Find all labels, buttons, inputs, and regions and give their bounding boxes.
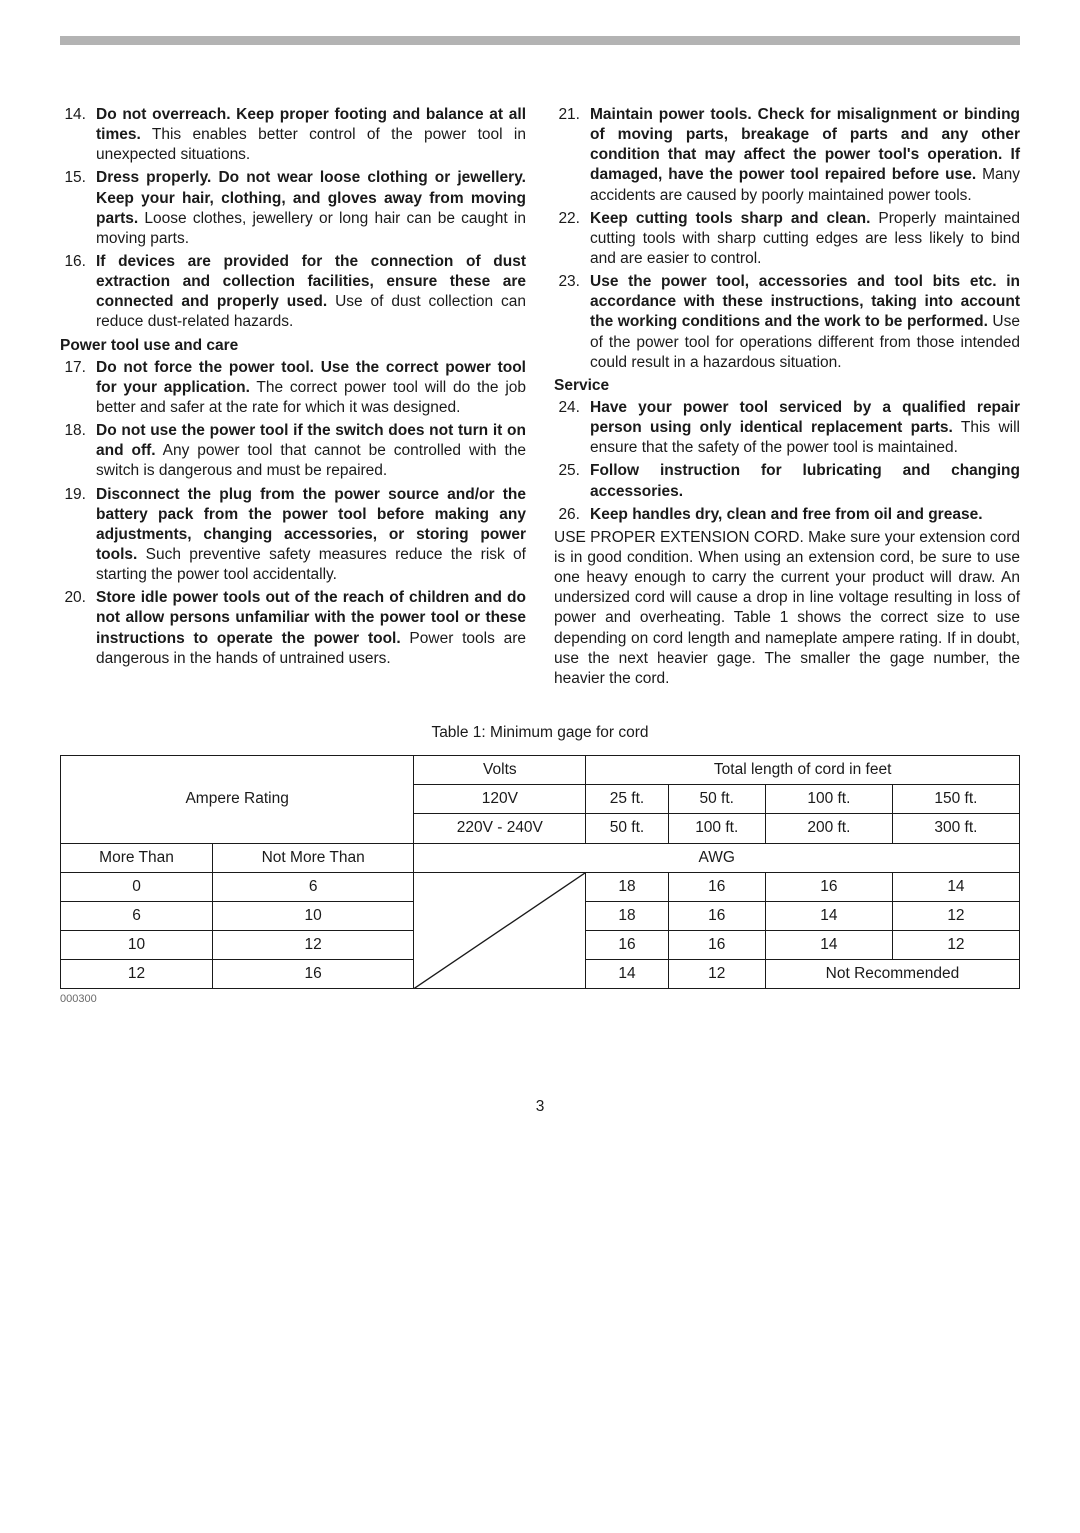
td-awg: 12 bbox=[892, 901, 1019, 930]
td-awg: 16 bbox=[586, 930, 668, 959]
td-awg: 16 bbox=[765, 872, 892, 901]
td-more: 10 bbox=[61, 930, 213, 959]
td-awg: 16 bbox=[668, 872, 765, 901]
two-column-body: 14.Do not overreach. Keep proper footing… bbox=[60, 105, 1020, 689]
extension-cord-paragraph: USE PROPER EXTENSION CORD. Make sure you… bbox=[554, 528, 1020, 689]
list-item: 26.Keep handles dry, clean and free from… bbox=[554, 505, 1020, 525]
list-item: 24.Have your power tool serviced by a qu… bbox=[554, 398, 1020, 458]
th-ampere-rating: Ampere Rating bbox=[61, 756, 414, 843]
list-item: 20.Store idle power tools out of the rea… bbox=[60, 588, 526, 669]
th-volts: Volts bbox=[414, 756, 586, 785]
diagonal-cell bbox=[414, 872, 586, 989]
item-number: 23. bbox=[554, 272, 590, 373]
list-item: 16.If devices are provided for the conne… bbox=[60, 252, 526, 333]
list-item: 17.Do not force the power tool. Use the … bbox=[60, 358, 526, 418]
td-awg: 14 bbox=[765, 930, 892, 959]
th-len: 100 ft. bbox=[765, 785, 892, 814]
item-text: Do not overreach. Keep proper footing an… bbox=[96, 105, 526, 165]
item-text: Do not use the power tool if the switch … bbox=[96, 421, 526, 481]
diagonal-line-icon bbox=[414, 873, 585, 989]
item-text: Follow instruction for lubricating and c… bbox=[590, 461, 1020, 501]
section-heading: Power tool use and care bbox=[60, 336, 526, 356]
td-more: 6 bbox=[61, 901, 213, 930]
item-number: 25. bbox=[554, 461, 590, 501]
item-text: Store idle power tools out of the reach … bbox=[96, 588, 526, 669]
td-awg: 14 bbox=[765, 901, 892, 930]
item-number: 17. bbox=[60, 358, 96, 418]
item-text: If devices are provided for the connecti… bbox=[96, 252, 526, 333]
list-item: 18.Do not use the power tool if the swit… bbox=[60, 421, 526, 481]
list-item: 25.Follow instruction for lubricating an… bbox=[554, 461, 1020, 501]
th-len: 100 ft. bbox=[668, 814, 765, 843]
item-text: Use the power tool, accessories and tool… bbox=[590, 272, 1020, 373]
item-number: 15. bbox=[60, 168, 96, 249]
th-total-length: Total length of cord in feet bbox=[586, 756, 1020, 785]
item-text: Have your power tool serviced by a quali… bbox=[590, 398, 1020, 458]
td-notmore: 16 bbox=[213, 960, 414, 989]
list-item: 15.Dress properly. Do not wear loose clo… bbox=[60, 168, 526, 249]
left-column: 14.Do not overreach. Keep proper footing… bbox=[60, 105, 526, 689]
th-len: 50 ft. bbox=[668, 785, 765, 814]
item-text: Disconnect the plug from the power sourc… bbox=[96, 485, 526, 586]
td-awg: 12 bbox=[668, 960, 765, 989]
right-column: 21.Maintain power tools. Check for misal… bbox=[554, 105, 1020, 689]
item-text: Maintain power tools. Check for misalign… bbox=[590, 105, 1020, 206]
td-notmore: 12 bbox=[213, 930, 414, 959]
table-row: 0 6 18 16 16 14 bbox=[61, 872, 1020, 901]
item-number: 22. bbox=[554, 209, 590, 269]
td-awg: 12 bbox=[892, 930, 1019, 959]
th-not-more-than: Not More Than bbox=[213, 843, 414, 872]
list-item: 14.Do not overreach. Keep proper footing… bbox=[60, 105, 526, 165]
td-awg: 16 bbox=[668, 930, 765, 959]
td-notmore: 6 bbox=[213, 872, 414, 901]
item-text: Keep cutting tools sharp and clean. Prop… bbox=[590, 209, 1020, 269]
th-len: 25 ft. bbox=[586, 785, 668, 814]
item-number: 26. bbox=[554, 505, 590, 525]
th-120v: 120V bbox=[414, 785, 586, 814]
top-bar bbox=[60, 36, 1020, 45]
td-more: 12 bbox=[61, 960, 213, 989]
list-item: 21.Maintain power tools. Check for misal… bbox=[554, 105, 1020, 206]
cord-gage-table: Ampere Rating Volts Total length of cord… bbox=[60, 755, 1020, 989]
th-len: 150 ft. bbox=[892, 785, 1019, 814]
section-heading: Service bbox=[554, 376, 1020, 396]
td-awg: 18 bbox=[586, 901, 668, 930]
td-awg: 16 bbox=[668, 901, 765, 930]
list-item: 19.Disconnect the plug from the power so… bbox=[60, 485, 526, 586]
th-awg: AWG bbox=[414, 843, 1020, 872]
item-number: 19. bbox=[60, 485, 96, 586]
td-awg: 14 bbox=[892, 872, 1019, 901]
th-len: 300 ft. bbox=[892, 814, 1019, 843]
item-text: Keep handles dry, clean and free from oi… bbox=[590, 505, 1020, 525]
item-text: Dress properly. Do not wear loose clothi… bbox=[96, 168, 526, 249]
page-number: 3 bbox=[60, 1097, 1020, 1117]
table-code: 000300 bbox=[60, 992, 1020, 1006]
item-number: 24. bbox=[554, 398, 590, 458]
list-item: 22.Keep cutting tools sharp and clean. P… bbox=[554, 209, 1020, 269]
th-220v: 220V - 240V bbox=[414, 814, 586, 843]
item-number: 16. bbox=[60, 252, 96, 333]
item-number: 21. bbox=[554, 105, 590, 206]
table-title: Table 1: Minimum gage for cord bbox=[60, 723, 1020, 743]
item-number: 18. bbox=[60, 421, 96, 481]
th-len: 200 ft. bbox=[765, 814, 892, 843]
td-not-recommended: Not Recommended bbox=[765, 960, 1019, 989]
td-awg: 14 bbox=[586, 960, 668, 989]
th-len: 50 ft. bbox=[586, 814, 668, 843]
td-more: 0 bbox=[61, 872, 213, 901]
item-text: Do not force the power tool. Use the cor… bbox=[96, 358, 526, 418]
item-number: 20. bbox=[60, 588, 96, 669]
td-notmore: 10 bbox=[213, 901, 414, 930]
item-number: 14. bbox=[60, 105, 96, 165]
td-awg: 18 bbox=[586, 872, 668, 901]
list-item: 23.Use the power tool, accessories and t… bbox=[554, 272, 1020, 373]
th-more-than: More Than bbox=[61, 843, 213, 872]
